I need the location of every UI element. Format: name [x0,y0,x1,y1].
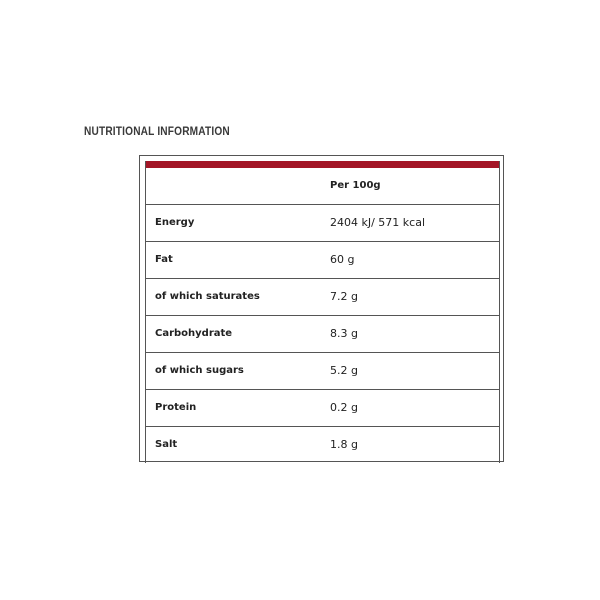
table-row: Fat 60 g [146,242,499,279]
table-row: Carbohydrate 8.3 g [146,316,499,353]
table-row: Protein 0.2 g [146,390,499,427]
row-value: 1.8 g [330,438,358,451]
row-value: 60 g [330,253,355,266]
row-label: Energy [155,217,195,228]
table-row: of which sugars 5.2 g [146,353,499,390]
table-row: Salt 1.8 g [146,427,499,463]
row-label: Carbohydrate [155,328,233,339]
row-value: 5.2 g [330,364,358,377]
row-label: Salt [155,439,178,450]
row-label: Protein [155,402,197,413]
row-value: 8.3 g [330,327,358,340]
nutrition-table: Per 100g Energy 2404 kJ/ 571 kcal Fat 60 g… [139,155,504,463]
row-label: of which saturates [155,291,260,302]
row-value: 7.2 g [330,290,358,303]
row-label: Fat [155,254,173,265]
section-title: NUTRITIONAL INFORMATION [84,126,230,138]
accent-bar [146,161,499,168]
row-value: 0.2 g [330,401,358,414]
column-header: Per 100g [330,180,381,191]
row-label: of which sugars [155,365,244,376]
table-row: Energy 2404 kJ/ 571 kcal [146,205,499,242]
row-value: 2404 kJ/ 571 kcal [330,216,426,229]
table-header-row: Per 100g [146,168,499,205]
table-row: of which saturates 7.2 g [146,279,499,316]
